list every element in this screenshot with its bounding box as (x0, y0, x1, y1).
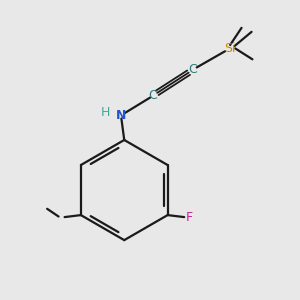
Text: N: N (116, 109, 127, 122)
Text: H: H (101, 106, 110, 119)
Text: Si: Si (224, 42, 236, 55)
Text: C: C (148, 89, 157, 102)
Text: C: C (188, 63, 197, 76)
Text: F: F (186, 212, 193, 224)
